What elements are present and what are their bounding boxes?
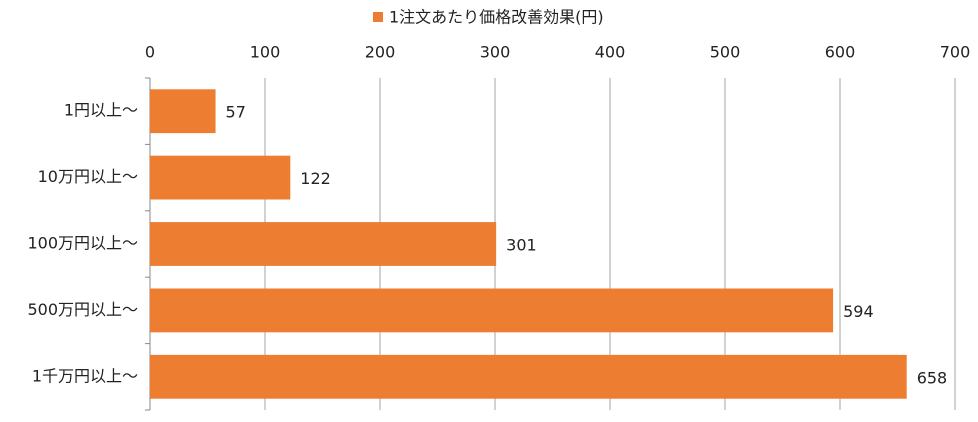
data-label: 122: [300, 169, 331, 188]
legend-label: 1注文あたり価格改善効果(円): [389, 8, 604, 27]
x-tick-label: 100: [250, 43, 281, 62]
y-tick-label: 500万円以上〜: [27, 300, 138, 319]
legend: 1注文あたり価格改善効果(円): [373, 8, 604, 27]
data-label: 301: [506, 236, 537, 255]
bar: [150, 89, 216, 134]
y-tick-label: 100万円以上〜: [27, 234, 138, 253]
x-tick-label: 600: [825, 43, 856, 62]
bar: [150, 222, 497, 266]
x-tick-label: 400: [595, 43, 626, 62]
y-tick-label: 10万円以上〜: [38, 167, 138, 186]
data-label: 57: [226, 103, 246, 122]
bar: [150, 354, 907, 399]
data-label: 594: [843, 302, 874, 321]
y-tick-label: 1円以上〜: [64, 101, 138, 120]
x-tick-label: 500: [710, 43, 741, 62]
x-tick-label: 700: [940, 43, 971, 62]
bar: [150, 155, 291, 200]
y-tick-label: 1千万円以上〜: [32, 366, 138, 385]
bar: [150, 288, 834, 333]
x-tick-label: 0: [145, 43, 155, 62]
x-tick-label: 200: [365, 43, 396, 62]
x-tick-label: 300: [480, 43, 511, 62]
legend-swatch: [373, 12, 383, 22]
data-label: 658: [917, 368, 948, 387]
